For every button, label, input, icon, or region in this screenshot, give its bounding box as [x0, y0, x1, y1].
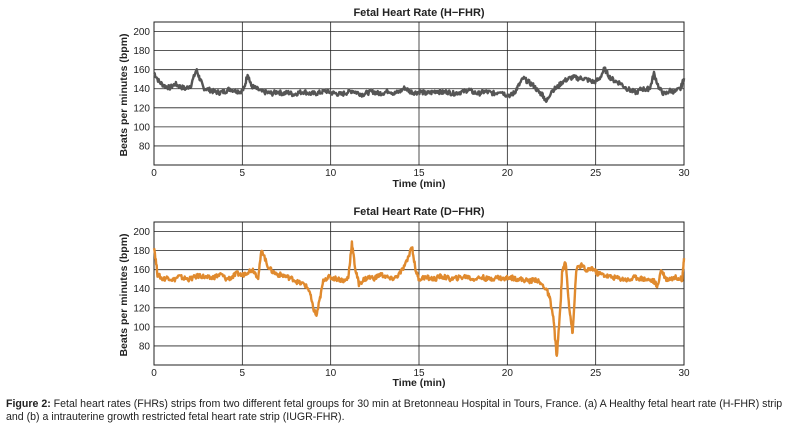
chart-h-fhr-ytick-label: 140 — [133, 84, 150, 95]
chart-d-fhr-ticks: 0 5 10 15 20 25 30 80 100 120 140 160 180 200 — [133, 227, 690, 379]
chart-h-fhr-xtick-label: 30 — [678, 168, 690, 179]
chart-h-fhr-ytick-label: 100 — [133, 122, 150, 133]
chart-d-fhr-xtick-label: 15 — [413, 368, 425, 379]
chart-d-fhr-ytick-label: 200 — [133, 227, 150, 238]
chart-d-fhr-xtick-label: 0 — [151, 368, 157, 379]
chart-h-fhr: Fetal Heart Rate (H−FHR) Beats per minut… — [118, 7, 690, 190]
chart-d-fhr-ytick-label: 120 — [133, 303, 150, 314]
chart-d-fhr-xtick-label: 30 — [678, 368, 690, 379]
chart-d-fhr-xtick-label: 25 — [590, 368, 602, 379]
chart-h-fhr-ytick-label: 120 — [133, 103, 150, 114]
chart-h-fhr-ticks: 0 5 10 15 20 25 30 80 100 120 140 160 180 200 — [133, 27, 690, 179]
chart-h-fhr-ytick-label: 80 — [139, 141, 151, 152]
chart-d-fhr-ytick-label: 80 — [139, 341, 151, 352]
chart-h-fhr-series-line — [153, 66, 686, 103]
chart-h-fhr-xtick-label: 25 — [590, 168, 602, 179]
chart-h-fhr-ytick-label: 180 — [133, 46, 150, 57]
chart-d-fhr-title: Fetal Heart Rate (D−FHR) — [353, 206, 484, 218]
chart-d-fhr-xtick-label: 10 — [325, 368, 337, 379]
chart-d-fhr-grid — [153, 221, 685, 366]
figure-canvas: Fetal Heart Rate (H−FHR) Beats per minut… — [118, 7, 690, 389]
chart-d-fhr-ytick-label: 100 — [133, 322, 150, 333]
chart-d-fhr-ytick-label: 140 — [133, 284, 150, 295]
chart-h-fhr-ytick-label: 200 — [133, 27, 150, 38]
chart-d-fhr: Fetal Heart Rate (D−FHR) Beats per minut… — [118, 206, 690, 389]
chart-h-fhr-ylabel: Beats per minutes (bpm) — [118, 33, 130, 156]
chart-d-fhr-series-line — [152, 240, 686, 357]
chart-d-fhr-xtick-label: 5 — [240, 368, 246, 379]
chart-d-fhr-ytick-label: 160 — [133, 265, 150, 276]
chart-h-fhr-grid — [153, 21, 685, 166]
caption-label: Figure 2: — [6, 398, 51, 410]
chart-d-fhr-xlabel: Time (min) — [393, 377, 446, 389]
chart-d-fhr-ytick-label: 180 — [133, 246, 150, 257]
chart-h-fhr-xlabel: Time (min) — [393, 178, 446, 190]
caption-text: Fetal heart rates (FHRs) strips from two… — [6, 398, 783, 423]
chart-d-fhr-xtick-label: 20 — [502, 368, 514, 379]
figure-caption: Figure 2: Fetal heart rates (FHRs) strip… — [6, 398, 796, 424]
chart-h-fhr-xtick-label: 20 — [502, 168, 514, 179]
chart-h-fhr-xtick-label: 10 — [325, 168, 337, 179]
chart-h-fhr-ytick-label: 160 — [133, 65, 150, 76]
chart-h-fhr-xtick-label: 0 — [151, 168, 157, 179]
chart-d-fhr-ylabel: Beats per minutes (bpm) — [118, 233, 130, 356]
chart-h-fhr-title: Fetal Heart Rate (H−FHR) — [353, 7, 484, 19]
chart-h-fhr-xtick-label: 15 — [413, 168, 425, 179]
chart-h-fhr-xtick-label: 5 — [240, 168, 246, 179]
